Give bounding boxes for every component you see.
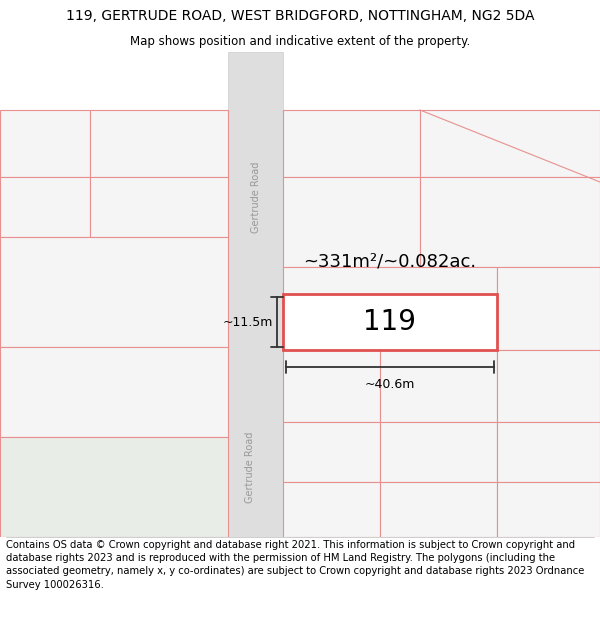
Bar: [0, 177, 90, 237]
Bar: [380, 422, 497, 482]
Bar: [497, 267, 600, 350]
Bar: [420, 110, 600, 177]
Bar: [283, 482, 380, 537]
Bar: [283, 294, 497, 350]
Bar: [283, 267, 497, 294]
Text: Gertrude Road: Gertrude Road: [245, 431, 255, 502]
Bar: [283, 177, 420, 267]
Bar: [0, 347, 228, 437]
Bar: [0, 110, 90, 177]
Bar: [283, 350, 380, 422]
Text: ~40.6m: ~40.6m: [365, 378, 415, 391]
Bar: [90, 110, 228, 177]
Text: ~11.5m: ~11.5m: [223, 316, 273, 329]
Bar: [380, 482, 497, 537]
Bar: [283, 110, 420, 177]
Text: Gertrude Road: Gertrude Road: [251, 161, 261, 232]
Bar: [420, 177, 600, 267]
Bar: [90, 177, 228, 237]
Text: Contains OS data © Crown copyright and database right 2021. This information is : Contains OS data © Crown copyright and d…: [6, 540, 584, 589]
Polygon shape: [228, 52, 283, 537]
Text: 119: 119: [364, 308, 416, 336]
Bar: [283, 422, 380, 482]
Bar: [497, 482, 600, 537]
Bar: [497, 350, 600, 422]
Bar: [0, 437, 228, 537]
Text: 119, GERTRUDE ROAD, WEST BRIDGFORD, NOTTINGHAM, NG2 5DA: 119, GERTRUDE ROAD, WEST BRIDGFORD, NOTT…: [66, 9, 534, 22]
Bar: [380, 350, 497, 422]
Bar: [497, 422, 600, 482]
Text: ~331m²/~0.082ac.: ~331m²/~0.082ac.: [304, 253, 476, 271]
Bar: [0, 237, 228, 347]
Text: Map shows position and indicative extent of the property.: Map shows position and indicative extent…: [130, 35, 470, 48]
